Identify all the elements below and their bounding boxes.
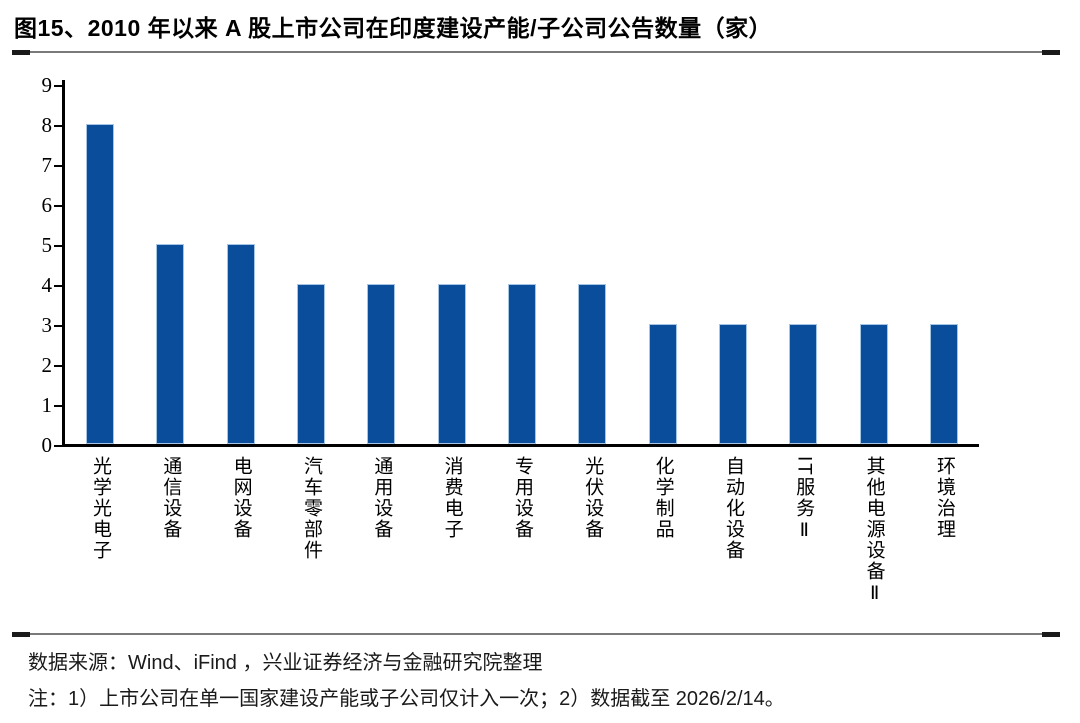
bar <box>789 324 818 444</box>
x-category-label: 自动化设备 <box>722 456 744 561</box>
bar-chart: 0 1 2 3 4 5 6 7 8 9 光学光电子 通信设备 电网设备 汽车零部件 通用设备 消费电子 专用设备… <box>41 73 979 606</box>
y-axis-tick-label: 7 <box>41 153 53 177</box>
y-axis-tick <box>54 244 62 247</box>
bar <box>296 284 325 444</box>
title-rule-cap-left <box>12 50 30 55</box>
y-axis-tick-label: 6 <box>41 193 53 217</box>
y-axis-tick-label: 5 <box>41 233 53 257</box>
footer-rule <box>12 632 1060 637</box>
bar <box>929 324 958 444</box>
footer-rule-cap-right <box>1042 632 1060 637</box>
y-axis-tick-label: 4 <box>41 273 53 297</box>
data-source-text: 数据来源：Wind、iFind ，兴业证券经济与金融研究院整理 <box>28 652 543 674</box>
title-rule-line <box>12 51 1060 53</box>
footer-rule-line <box>12 633 1060 635</box>
x-category-label: 通信设备 <box>160 456 182 540</box>
bar <box>226 244 255 444</box>
title-rule <box>12 50 1060 55</box>
y-axis-tick <box>54 404 62 407</box>
bar <box>578 284 607 444</box>
note-text: 注：1）上市公司在单一国家建设产能或子公司仅计入一次；2）数据截至 2026/2… <box>28 688 785 710</box>
y-axis-tick-label: 1 <box>41 393 53 417</box>
bar <box>859 324 888 444</box>
y-axis-tick <box>54 364 62 367</box>
y-axis-tick-label: 0 <box>41 433 53 457</box>
y-axis-tick <box>54 444 62 447</box>
x-category-label: 专用设备 <box>511 456 533 540</box>
y-axis-tick <box>54 204 62 207</box>
bar <box>86 124 114 444</box>
figure-title: 图15、2010 年以来 A 股上市公司在印度建设产能/子公司公告数量（家） <box>14 15 773 41</box>
x-category-label: 光学光电子 <box>90 456 111 561</box>
x-category-label: 其他电源设备Ⅱ <box>863 456 885 606</box>
x-category-label: 光伏设备 <box>582 456 604 540</box>
y-axis-tick <box>54 84 62 87</box>
y-axis-tick-label: 2 <box>41 353 53 377</box>
y-axis-line <box>62 80 65 447</box>
footer-rule-cap-left <box>12 632 30 637</box>
y-axis-tick-label: 9 <box>41 73 53 97</box>
bar <box>367 284 396 444</box>
x-category-label: 环境治理 <box>933 456 955 540</box>
x-category-label: 化学制品 <box>652 456 674 540</box>
y-axis-tick <box>54 164 62 167</box>
y-axis-tick-label: 8 <box>41 113 53 137</box>
x-category-label: 消费电子 <box>441 456 463 540</box>
y-axis-tick <box>54 124 62 127</box>
bar <box>718 324 747 444</box>
bar <box>156 244 185 444</box>
bar <box>507 284 536 444</box>
bar <box>648 324 677 444</box>
title-rule-cap-right <box>1042 50 1060 55</box>
x-category-label: 通用设备 <box>371 456 393 540</box>
x-category-label: 电网设备 <box>230 456 252 540</box>
x-category-label: IT服务Ⅱ <box>793 456 815 543</box>
bar <box>437 284 466 444</box>
y-axis-tick <box>54 284 62 287</box>
y-axis-tick-label: 3 <box>41 313 53 337</box>
x-axis-line <box>62 444 979 447</box>
x-category-label: 汽车零部件 <box>300 456 322 561</box>
y-axis-tick <box>54 324 62 327</box>
